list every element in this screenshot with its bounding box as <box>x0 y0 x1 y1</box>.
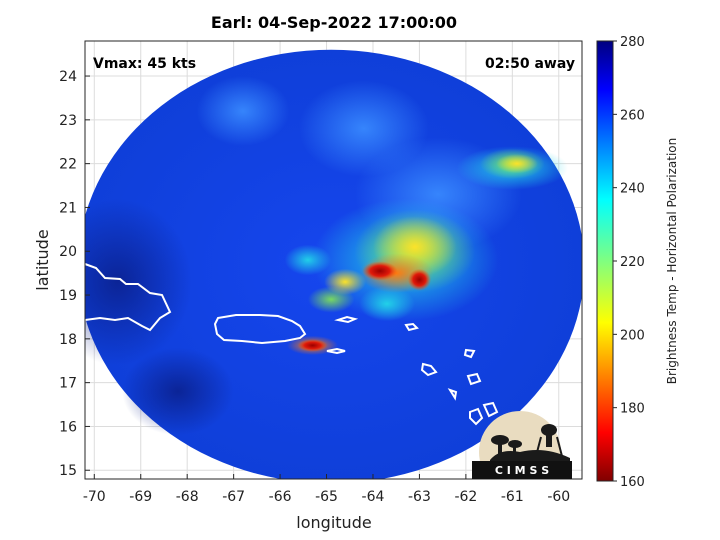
x-tick-label: -70 <box>83 489 106 505</box>
colorbar-tick-label: 160 <box>620 475 645 490</box>
y-tick-label: 20 <box>59 244 77 260</box>
x-tick-label: -67 <box>222 489 245 505</box>
x-tick-label: -62 <box>454 489 477 505</box>
temperature-blob <box>284 244 332 276</box>
y-tick-label: 16 <box>59 419 77 435</box>
chart-title: Earl: 04-Sep-2022 17:00:00 <box>211 13 457 32</box>
colorbar-ticks: 160 180 200 220 240 260 280 <box>613 35 645 490</box>
colorbar-label: Brightness Temp - Horizontal Polarizatio… <box>665 138 679 385</box>
y-tick-label: 24 <box>59 69 77 85</box>
y-tick-label: 18 <box>59 332 77 348</box>
x-tick-label: -65 <box>315 489 338 505</box>
temperature-blob <box>297 339 328 352</box>
colorbar-tick-label: 180 <box>620 402 645 417</box>
x-tick-label: -66 <box>269 489 292 505</box>
vmax-annotation: Vmax: 45 kts <box>93 56 196 72</box>
coastline-guadeloupe <box>420 362 438 377</box>
y-tick-label: 21 <box>59 200 77 216</box>
axes-frame <box>84 40 583 480</box>
x-tick-label: -68 <box>176 489 199 505</box>
temperature-blob <box>324 268 367 296</box>
temperature-blob <box>85 198 192 366</box>
coastline-dominica <box>447 388 458 401</box>
colorbar-tick-label: 220 <box>620 255 645 270</box>
coastline-virgin-islands <box>334 315 359 324</box>
y-axis-label: latitude <box>33 229 52 290</box>
y-tick-labels: 15 16 17 18 19 20 21 22 23 24 <box>59 69 77 479</box>
coastline-vieques <box>326 347 346 355</box>
y-tick-label: 23 <box>59 113 77 129</box>
coastline-hispaniola <box>85 263 172 332</box>
colorbar-tick-label: 240 <box>620 182 645 197</box>
colorbar: 160 180 200 220 240 260 280 Brightness Temp - … <box>596 35 679 490</box>
temperature-blob <box>496 154 538 174</box>
y-tick-label: 15 <box>59 463 77 479</box>
temperature-blob <box>196 76 290 147</box>
x-tick-label: -63 <box>408 489 431 505</box>
x-tick-label: -61 <box>501 489 524 505</box>
coastline-st-lucia <box>482 401 499 418</box>
y-tick-label: 22 <box>59 157 77 173</box>
coastline-anegada <box>404 322 419 332</box>
logo-text: C I M S S <box>495 464 549 477</box>
time-away-annotation: 02:50 away <box>485 56 575 72</box>
temperature-blob <box>359 286 415 322</box>
temperature-blob <box>407 268 432 291</box>
x-tick-label: -64 <box>362 489 385 505</box>
colorbar-tick-label: 280 <box>620 35 645 50</box>
coastline-martinique <box>469 407 484 426</box>
temperature-blob <box>122 347 234 436</box>
axis-ticks <box>85 75 560 479</box>
colorbar-tick-label: 260 <box>620 108 645 123</box>
logo-banner <box>472 461 572 479</box>
x-tick-label: -69 <box>129 489 152 505</box>
y-tick-label: 19 <box>59 288 77 304</box>
temperature-blob <box>362 261 398 281</box>
cimss-logo: C I M S S <box>472 411 572 479</box>
x-tick-labels: -70 -69 -68 -67 -66 -65 -64 -63 -62 -61 -60 <box>83 489 570 505</box>
y-tick-label: 17 <box>59 376 77 392</box>
coastline-puerto-rico <box>213 314 307 345</box>
coastlines <box>85 263 499 426</box>
brightness-swath <box>85 49 582 479</box>
colorbar-gradient <box>596 40 614 482</box>
coastline-antigua <box>463 348 476 359</box>
logo-silhouettes <box>490 424 570 462</box>
coastline-guadeloupe-east <box>466 372 482 386</box>
temperature-features <box>85 76 569 436</box>
colorbar-tick-label: 200 <box>620 328 645 343</box>
x-tick-label: -60 <box>547 489 570 505</box>
x-axis-label: longitude <box>296 513 371 532</box>
